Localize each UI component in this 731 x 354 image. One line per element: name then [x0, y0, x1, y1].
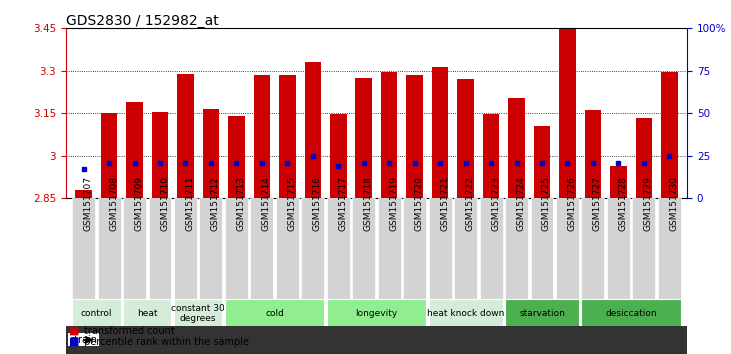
Bar	[126, 102, 143, 198]
Text: GSM151722: GSM151722	[466, 176, 474, 231]
Text: GSM151718: GSM151718	[364, 176, 373, 231]
Text: heat knock down: heat knock down	[427, 309, 504, 318]
FancyBboxPatch shape	[276, 198, 299, 301]
Text: transformed count: transformed count	[84, 326, 175, 336]
Text: GSM151715: GSM151715	[287, 176, 296, 231]
FancyBboxPatch shape	[658, 198, 681, 301]
Text: GSM151712: GSM151712	[211, 176, 220, 231]
FancyBboxPatch shape	[352, 198, 375, 301]
Bar	[508, 98, 525, 198]
Bar	[305, 62, 321, 198]
Bar	[202, 109, 219, 198]
Text: GSM151729: GSM151729	[644, 176, 653, 231]
FancyBboxPatch shape	[123, 198, 146, 301]
FancyBboxPatch shape	[480, 198, 502, 301]
FancyBboxPatch shape	[123, 299, 172, 328]
Bar	[585, 110, 601, 198]
Text: GSM151714: GSM151714	[262, 176, 271, 231]
Text: GSM151713: GSM151713	[236, 176, 246, 231]
FancyBboxPatch shape	[72, 299, 121, 328]
Bar	[177, 74, 194, 198]
Text: GSM151708: GSM151708	[109, 176, 118, 231]
Bar	[661, 72, 678, 198]
Bar	[152, 112, 168, 198]
Text: GSM151720: GSM151720	[414, 176, 424, 231]
Text: ■: ■	[69, 326, 80, 336]
Text: GSM151717: GSM151717	[338, 176, 347, 231]
FancyBboxPatch shape	[72, 198, 95, 301]
Bar	[534, 126, 550, 198]
FancyBboxPatch shape	[556, 198, 579, 301]
Text: GSM151725: GSM151725	[542, 176, 551, 231]
Text: GSM151724: GSM151724	[517, 176, 526, 231]
FancyBboxPatch shape	[607, 198, 630, 301]
Text: longevity: longevity	[355, 309, 398, 318]
FancyBboxPatch shape	[301, 198, 325, 301]
FancyBboxPatch shape	[174, 299, 222, 328]
Text: GSM151730: GSM151730	[670, 176, 678, 231]
Bar	[559, 28, 576, 198]
Bar	[482, 114, 499, 198]
Text: GSM151710: GSM151710	[160, 176, 169, 231]
FancyBboxPatch shape	[378, 198, 401, 301]
Text: control: control	[80, 309, 112, 318]
Text: GSM151723: GSM151723	[491, 176, 500, 231]
Text: strain: strain	[69, 335, 98, 345]
Bar	[101, 113, 118, 198]
Bar	[75, 190, 92, 198]
FancyBboxPatch shape	[428, 198, 452, 301]
Text: GDS2830 / 152982_at: GDS2830 / 152982_at	[66, 14, 219, 28]
Text: constant 30
degrees: constant 30 degrees	[171, 304, 225, 323]
Text: GSM151716: GSM151716	[313, 176, 322, 231]
Bar	[254, 75, 270, 198]
FancyBboxPatch shape	[225, 198, 248, 301]
FancyBboxPatch shape	[327, 198, 349, 301]
Text: starvation: starvation	[519, 309, 565, 318]
Text: GSM151721: GSM151721	[440, 176, 449, 231]
Text: GSM151711: GSM151711	[186, 176, 194, 231]
Text: cold: cold	[265, 309, 284, 318]
FancyBboxPatch shape	[327, 299, 426, 328]
FancyBboxPatch shape	[428, 299, 502, 328]
FancyBboxPatch shape	[581, 198, 605, 301]
FancyBboxPatch shape	[505, 198, 528, 301]
FancyBboxPatch shape	[632, 198, 655, 301]
FancyBboxPatch shape	[148, 198, 172, 301]
Bar	[406, 75, 423, 198]
Text: GSM151719: GSM151719	[389, 176, 398, 231]
FancyBboxPatch shape	[581, 299, 681, 328]
FancyBboxPatch shape	[98, 198, 121, 301]
Bar	[432, 67, 448, 198]
FancyBboxPatch shape	[251, 198, 273, 301]
Text: GSM151727: GSM151727	[593, 176, 602, 231]
Bar	[610, 166, 626, 198]
FancyBboxPatch shape	[505, 299, 579, 328]
FancyBboxPatch shape	[531, 198, 553, 301]
FancyBboxPatch shape	[404, 198, 426, 301]
Bar	[228, 116, 245, 198]
Bar	[279, 75, 295, 198]
Bar	[330, 114, 346, 198]
Text: GSM151707: GSM151707	[83, 176, 93, 231]
Bar	[381, 72, 398, 198]
Text: GSM151728: GSM151728	[618, 176, 627, 231]
Text: percentile rank within the sample: percentile rank within the sample	[84, 337, 249, 347]
FancyBboxPatch shape	[225, 299, 325, 328]
Text: GSM151726: GSM151726	[567, 176, 577, 231]
FancyBboxPatch shape	[454, 198, 477, 301]
Bar	[355, 78, 372, 198]
Bar	[635, 118, 652, 198]
Text: GSM151709: GSM151709	[135, 176, 143, 231]
Bar	[458, 79, 474, 198]
Text: desiccation: desiccation	[605, 309, 657, 318]
FancyBboxPatch shape	[174, 198, 197, 301]
FancyBboxPatch shape	[200, 198, 222, 301]
Text: ■: ■	[69, 337, 80, 347]
Text: heat: heat	[137, 309, 157, 318]
